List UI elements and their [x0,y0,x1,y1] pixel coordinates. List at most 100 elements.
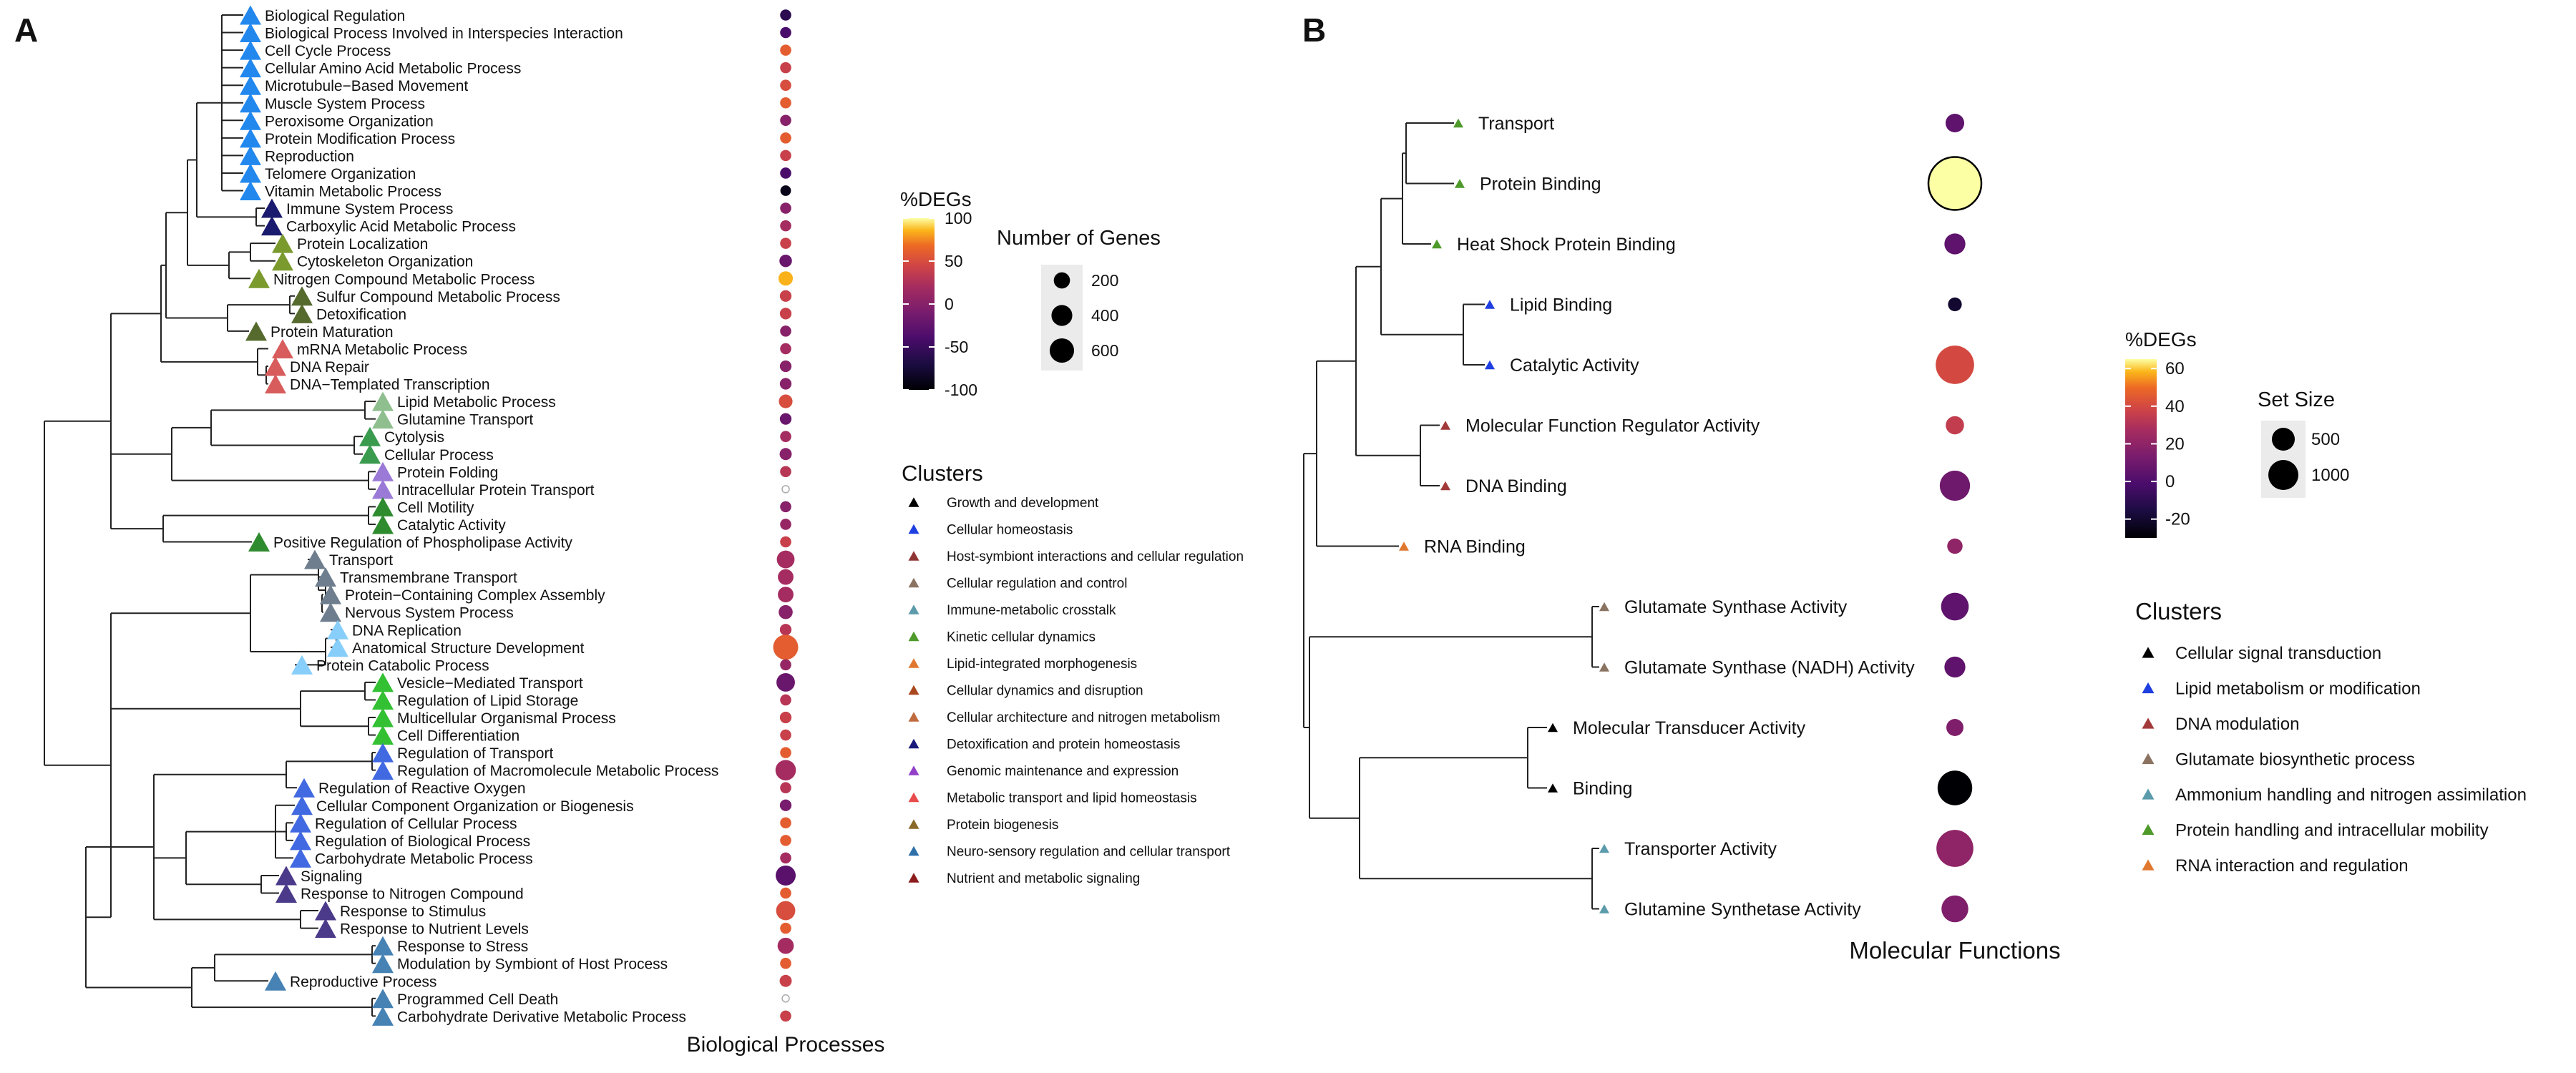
term-a-bubble [776,550,795,569]
panel-a-letter: A [14,11,38,49]
term-b-bubble [1946,719,1963,736]
term-a-label: Catalytic Activity [397,517,506,534]
size-legend-label: 400 [1091,306,1118,325]
term-a-marker [372,707,394,727]
term-a-label: Response to Stimulus [340,903,486,920]
term-a-marker [372,743,394,763]
term-a-bubble [780,79,791,91]
term-a-bubble [779,378,792,390]
term-a-label: Regulation of Biological Process [315,833,530,850]
term-a-marker [372,461,394,481]
term-a-marker [372,391,394,411]
panel-a-color-legend: %DEGs 100 50 0 -50 -100 [900,188,977,399]
term-a-marker [291,795,313,815]
term-b-marker [1548,722,1558,733]
term-b-bubble [1948,297,1962,312]
term-a-label: Intracellular Protein Transport [397,482,595,499]
term-b-bubble [1927,156,1983,211]
term-a-bubble [779,254,792,268]
term-a-label: Vitamin Metabolic Process [265,184,441,200]
term-a-marker [240,181,261,200]
term-b-marker [1455,179,1465,188]
term-b-marker [1599,904,1609,913]
cluster-legend-label: Cellular homeostasis [947,523,1073,538]
term-a-marker [372,1006,394,1026]
term-a-label: DNA Replication [352,622,462,639]
cluster-legend-label: Kinetic cellular dynamics [947,630,1096,645]
term-a-label: Nervous System Process [345,605,514,622]
cluster-legend-marker [2142,682,2155,694]
term-a-marker [265,356,286,376]
panel-b-x-axis-label: Molecular Functions [1849,937,2060,964]
term-a-label: Transmembrane Transport [340,570,517,587]
term-a-bubble [780,747,791,758]
term-a-bubble [778,569,794,585]
term-a-marker [272,251,293,271]
size-legend-label: 1000 [2311,466,2349,485]
term-a-marker [372,954,394,974]
term-a-bubble [775,760,796,780]
panel-a: Biological Regulation Biological Process … [44,5,1244,1057]
term-a-marker [265,374,286,394]
term-a-label: Sulfur Compound Metabolic Process [316,289,560,305]
term-b-marker [1485,300,1495,309]
cluster-legend-marker [908,551,919,561]
panel-b-letter: B [1302,11,1326,49]
size-legend-label: 600 [1091,341,1118,360]
cluster-legend-marker [908,577,919,588]
size-legend-circle [1051,305,1073,326]
term-a-label: Lipid Metabolic Process [397,394,556,411]
cluster-legend-marker [908,846,919,856]
term-a-marker [290,848,311,868]
term-a-marker [240,145,261,165]
term-a-label: Cytolysis [384,429,444,446]
term-a-marker [248,268,270,288]
term-a-bubble [781,485,790,494]
panel-a-clusters-legend-items: Growth and development Cellular homeostas… [908,496,1244,886]
cluster-legend-marker [2142,788,2155,800]
term-b-marker [1399,542,1409,551]
colorbar-tick-label: 20 [2165,434,2185,454]
cluster-legend-label: Protein handling and intracellular mobil… [2175,821,2489,841]
panel-a-clusters-legend: Clusters Growth and development Cellular … [902,461,1244,886]
cluster-legend-label: Nutrient and metabolic signaling [947,871,1140,886]
term-a-marker [293,778,315,798]
term-b-bubble [1947,538,1963,554]
cluster-legend-marker [908,765,919,775]
term-a-marker [315,918,336,939]
cluster-legend-marker [908,819,919,829]
term-a-label: Regulation of Reactive Oxygen [318,780,526,797]
panel-a-dendrogram [44,14,376,1017]
term-b-label: Binding [1573,779,1632,799]
term-a-marker [261,198,283,218]
size-legend-label: 500 [2311,430,2340,449]
term-a-bubble [780,536,791,548]
size-legend-circle [2268,460,2298,490]
panel-b-clusters-legend-items: Cellular signal transduction Lipid metabo… [2142,644,2527,876]
term-a-label: Protein−Containing Complex Assembly [345,587,605,604]
term-a-label: Peroxisome Organization [265,113,434,129]
term-a-bubble [779,290,792,302]
term-a-marker [372,514,394,534]
term-a-marker [240,40,261,60]
term-a-label: Carboxylic Acid Metabolic Process [286,219,516,235]
panel-a-clusters-legend-title: Clusters [902,461,983,486]
term-a-bubble [779,360,792,373]
cluster-legend-marker [908,631,919,642]
term-a-bubble [780,132,791,144]
panel-b-clusters-legend-title: Clusters [2135,598,2222,624]
term-a-marker [291,655,313,675]
term-a-marker [240,58,261,78]
term-a-label: Cellular Process [384,447,494,464]
colorbar-tick-label: 40 [2165,397,2185,416]
term-a-label: Cell Cycle Process [265,43,391,59]
term-b-label: Transporter Activity [1624,839,1777,859]
term-a-label: Telomere Organization [265,166,416,182]
panel-b-size-legend-entries: 500 1000 [2261,421,2349,498]
term-b-label: RNA Binding [1424,537,1526,557]
cluster-legend-label: Genomic maintenance and expression [947,764,1179,779]
term-a-label: Protein Maturation [270,324,394,340]
term-a-bubble [780,97,791,109]
term-a-bubble [776,865,796,886]
cluster-legend-marker [908,738,919,749]
